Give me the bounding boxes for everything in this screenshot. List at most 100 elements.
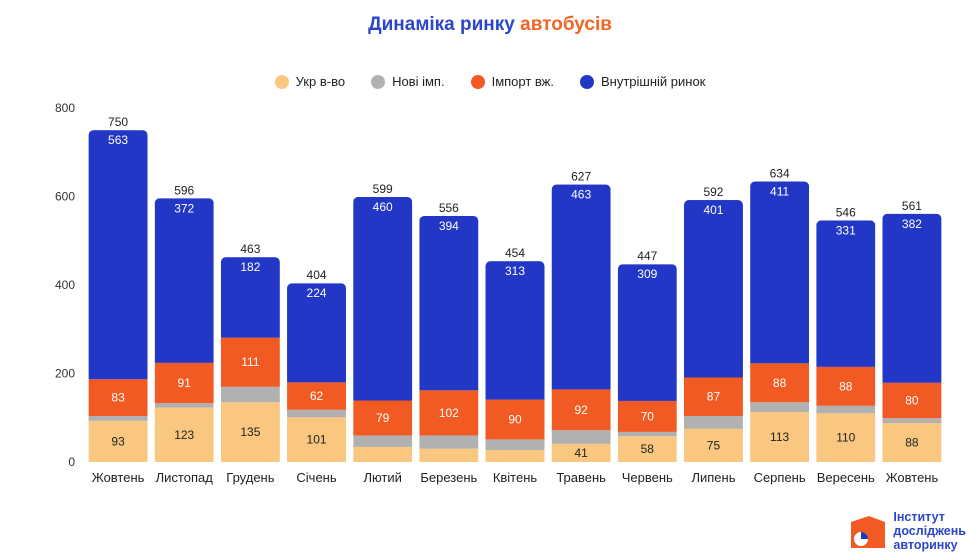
x-tick-label: Лютий	[363, 470, 401, 485]
bar-segment	[816, 366, 876, 406]
bar-segment	[617, 400, 677, 432]
bar-value-label: 182	[240, 260, 260, 274]
chart-title: Динаміка ринку автобусів	[0, 14, 980, 36]
x-tick-label: Вересень	[817, 470, 875, 485]
chart-title-main: Динаміка ринку	[368, 14, 515, 35]
bar-segment	[683, 428, 743, 462]
bar-stack	[551, 184, 611, 462]
logo-line-2: досліджень	[893, 524, 966, 538]
bar-value-label: 394	[439, 219, 459, 233]
bar-value-label: 563	[108, 133, 128, 147]
bar-segment	[419, 215, 479, 391]
bar-value-label: 372	[174, 201, 194, 215]
x-tick-label: Жовтень	[92, 470, 145, 485]
bar-value-label: 102	[439, 406, 459, 420]
bar-segment	[617, 431, 677, 437]
bar-segment	[551, 443, 611, 462]
legend-swatch	[274, 74, 289, 89]
bar-value-label: 80	[905, 393, 919, 407]
bar-value-label: 331	[836, 223, 856, 237]
bar-total-label: 463	[240, 242, 260, 256]
legend-item: Укр в-во	[274, 74, 345, 89]
bar-segment	[750, 402, 810, 412]
bar-value-label: 101	[307, 433, 327, 447]
bar-value-label: 88	[905, 436, 919, 450]
legend-item: Внутрішній ринок	[579, 74, 706, 89]
bar-value-label: 411	[770, 184, 789, 198]
bar-value-label: 87	[707, 390, 721, 404]
bar-value-label: 90	[508, 413, 522, 427]
bar-segment	[154, 198, 214, 363]
bar-value-label: 309	[637, 267, 657, 281]
bar-value-label: 382	[902, 217, 922, 231]
bar-value-label: 93	[111, 434, 125, 448]
bar-segment	[88, 415, 148, 421]
bar-value-label: 313	[505, 264, 525, 278]
bar-value-label: 111	[241, 355, 260, 369]
chart-title-accent: автобусів	[520, 14, 612, 35]
institute-logo: Інститут досліджень авторинку	[849, 510, 966, 552]
bar-segment	[419, 390, 479, 436]
bar-value-label: 463	[571, 188, 591, 202]
bar-stack	[683, 200, 743, 462]
logo-line-1: Інститут	[893, 510, 945, 524]
x-tick-label: Липень	[691, 470, 735, 485]
bar-value-label: 92	[574, 403, 588, 417]
bar-value-label: 62	[310, 389, 324, 403]
bar-segment	[287, 382, 347, 410]
legend-label: Внутрішній ринок	[600, 74, 706, 89]
bar-value-label: 113	[770, 430, 789, 444]
bar-segment	[882, 423, 942, 462]
bar-total-label: 596	[174, 183, 194, 197]
y-tick-label: 200	[55, 367, 75, 381]
bar-segment	[353, 446, 413, 462]
bar-segment	[750, 181, 810, 364]
bar-total-label: 556	[439, 201, 459, 215]
bar-segment	[617, 436, 677, 462]
bar-total-label: 546	[836, 205, 856, 219]
bar-value-label: 401	[703, 203, 723, 217]
bar-segment	[287, 283, 347, 383]
bar-value-label: 70	[641, 409, 655, 423]
bar-stack	[882, 213, 942, 462]
chart-legend: Укр в-во Нові імп. Імпорт вж. Внутрішній ри…	[0, 74, 980, 89]
bar-segment	[287, 417, 347, 462]
logo-line-3: авторинку	[893, 538, 958, 552]
bar-segment	[154, 403, 214, 408]
bar-total-label: 599	[373, 182, 393, 196]
bar-segment	[220, 337, 280, 387]
legend-label: Нові імп.	[392, 74, 445, 89]
bar-segment	[154, 362, 214, 404]
bar-segment	[882, 418, 942, 424]
bar-segment	[816, 220, 876, 367]
bar-segment	[882, 382, 942, 419]
x-tick-label: Квітень	[493, 470, 538, 485]
bar-value-label: 91	[178, 376, 192, 390]
x-tick-label: Січень	[296, 470, 336, 485]
bar-stack	[419, 215, 479, 462]
x-tick-label: Червень	[622, 470, 673, 485]
bar-segment	[220, 257, 280, 338]
bar-stack	[485, 261, 545, 462]
bar-chart: 0 200 400 600 800 93 83 563 750 Жовтень 123 91 372 59…	[55, 101, 942, 485]
legend-swatch	[371, 74, 386, 89]
bar-segment	[485, 450, 545, 462]
bar-value-label: 110	[836, 431, 855, 445]
bar-total-label: 750	[108, 115, 128, 129]
bar-stack	[220, 257, 280, 462]
bar-segment	[287, 409, 347, 418]
bar-segment	[617, 264, 677, 401]
bar-segment	[88, 379, 148, 416]
bar-segment	[750, 363, 810, 403]
bar-total-label: 447	[637, 249, 657, 263]
bar-segment	[154, 407, 214, 462]
legend-label: Імпорт вж.	[491, 74, 554, 89]
legend-item: Нові імп.	[371, 74, 445, 89]
legend-swatch	[470, 74, 485, 89]
bar-segment	[485, 261, 545, 400]
bar-value-label: 224	[307, 286, 327, 300]
bar-segment	[485, 439, 545, 451]
x-tick-label: Листопад	[156, 470, 214, 485]
bar-segment	[419, 448, 479, 462]
bar-segment	[551, 184, 611, 390]
